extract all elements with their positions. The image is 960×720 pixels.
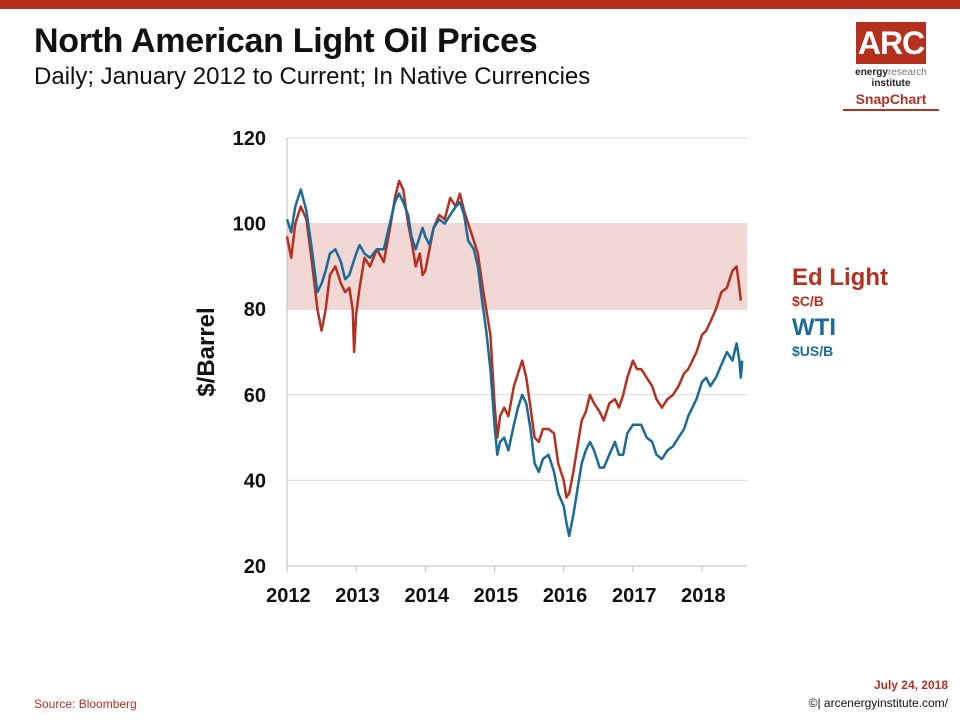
y-tick-label: 20 <box>244 556 266 578</box>
reference-band <box>287 223 747 310</box>
logo-word-energy: energy <box>855 67 888 78</box>
y-tick-label: 120 <box>233 128 266 150</box>
x-tick-label: 2016 <box>543 585 588 607</box>
chart-subtitle: Daily; January 2012 to Current; In Nativ… <box>34 63 591 90</box>
x-tick-label: 2014 <box>404 585 449 607</box>
logo-mark: ARC <box>856 22 926 64</box>
legend-unit: $US/B <box>792 343 833 359</box>
x-tick-label: 2012 <box>266 585 311 607</box>
y-tick-label: 80 <box>244 299 266 321</box>
y-tick-label: 60 <box>244 385 266 407</box>
series-line-ed-light <box>285 179 743 499</box>
legend-label: Ed Light <box>792 264 888 291</box>
series-line-wti <box>285 188 744 538</box>
logo-line-1: energyresearch <box>852 67 930 78</box>
source-note: Source: Bloomberg <box>34 697 137 711</box>
logo-word-research: research <box>887 67 927 78</box>
y-tick-label: 40 <box>244 470 266 492</box>
legend-label: WTI <box>792 314 836 341</box>
chart-title: North American Light Oil Prices <box>34 22 538 60</box>
logo-line-2: institute <box>871 78 911 89</box>
legend-unit: $C/B <box>792 293 824 309</box>
date-stamp: July 24, 2018 <box>873 678 948 692</box>
website-link[interactable]: ©| arcenergyinstitute.com/ <box>808 696 948 710</box>
arc-logo[interactable]: ARC energyresearch institute SnapChart <box>843 22 948 111</box>
x-tick-label: 2013 <box>335 585 380 607</box>
y-axis-title: $/Barrel <box>193 307 220 396</box>
logo-snapchart: SnapChart <box>843 91 939 111</box>
x-tick-label: 2017 <box>612 585 657 607</box>
top-accent-bar <box>0 0 960 9</box>
x-tick-label: 2018 <box>681 585 726 607</box>
y-tick-label: 100 <box>233 214 266 236</box>
x-tick-label: 2015 <box>474 585 519 607</box>
